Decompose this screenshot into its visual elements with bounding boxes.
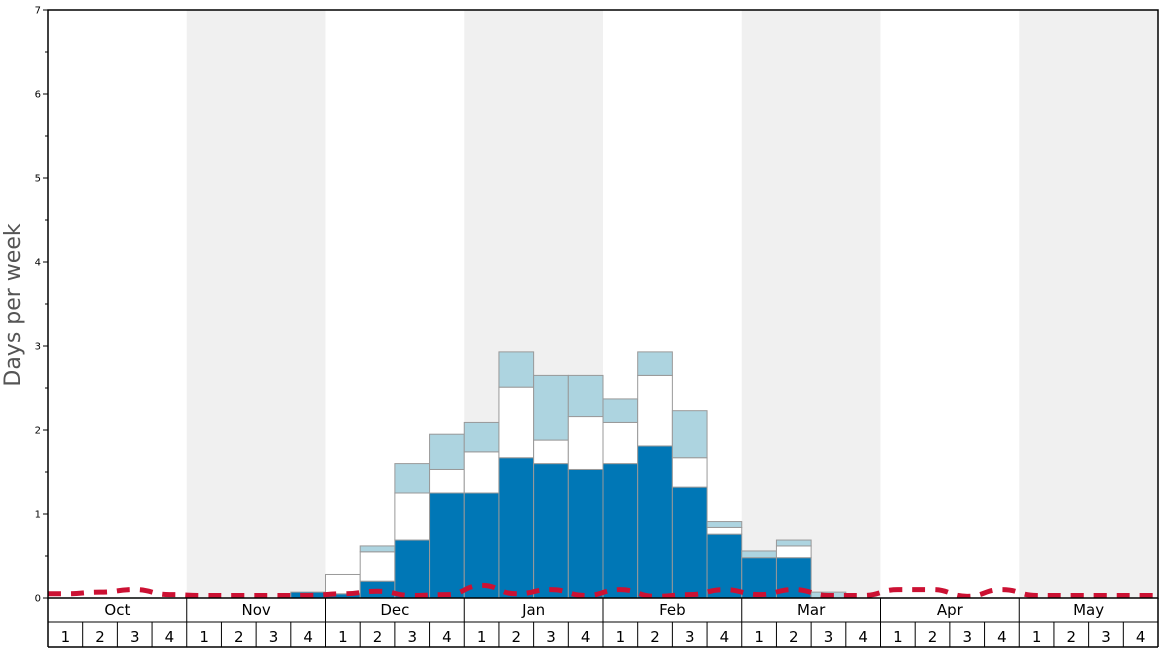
bar-segment-2-week-17 [602, 421, 639, 465]
month-shade-mar [741, 10, 881, 598]
week-label-6: 2 [234, 628, 244, 646]
week-label-11: 3 [407, 628, 417, 646]
bar-segment-3-week-14 [498, 351, 535, 388]
week-label-26: 2 [928, 628, 938, 646]
week-label-29: 1 [1032, 628, 1042, 646]
bar-segment-3-week-21 [741, 550, 777, 559]
month-shade-may [1019, 10, 1158, 598]
week-label-19: 3 [685, 628, 695, 646]
y-tick-label-5: 5 [35, 174, 41, 185]
bar-segment-2-week-15 [533, 439, 569, 465]
week-label-10: 2 [373, 628, 383, 646]
bar-segment-1-week-18 [637, 445, 673, 599]
y-tick-label-1: 1 [35, 510, 41, 521]
bar-segment-2-week-18 [637, 374, 673, 447]
y-tick-label-6: 6 [35, 90, 41, 101]
bar-segment-3-week-19 [671, 410, 708, 459]
plot-frame [47, 9, 1159, 599]
dashed-line-series [48, 582, 1158, 599]
bar-segment-2-week-11 [394, 492, 431, 541]
bar-stacks [290, 351, 847, 599]
week-label-31: 3 [1101, 628, 1111, 646]
bar-segment-3-week-10 [359, 545, 396, 553]
bar-segment-1-week-11 [394, 539, 431, 599]
month-label-feb: Feb [659, 601, 686, 619]
y-tick-label-4: 4 [35, 258, 41, 269]
y-axis: 0 1 2 3 4 5 6 7 [35, 6, 48, 605]
week-label-28: 4 [997, 628, 1007, 646]
week-label-17: 1 [616, 628, 626, 646]
bar-segment-1-week-15 [533, 463, 569, 599]
week-label-21: 1 [754, 628, 764, 646]
week-label-24: 4 [858, 628, 868, 646]
week-label-30: 2 [1067, 628, 1077, 646]
bar-segment-1-week-16 [567, 468, 604, 599]
week-label-8: 4 [303, 628, 313, 646]
bar-segment-3-week-12 [429, 433, 465, 470]
week-label-18: 2 [650, 628, 660, 646]
bar-segment-2-week-16 [567, 416, 604, 470]
week-label-3: 3 [130, 628, 140, 646]
bar-segment-3-week-15 [533, 374, 569, 441]
week-label-16: 4 [581, 628, 591, 646]
week-label-22: 2 [789, 628, 799, 646]
bar-segment-1-week-19 [671, 486, 708, 599]
bar-segment-3-week-11 [394, 463, 431, 494]
bar-segment-2-week-20 [706, 526, 743, 535]
week-label-32: 4 [1136, 628, 1146, 646]
bar-segment-2-week-22 [775, 545, 812, 559]
week-label-1: 1 [61, 628, 71, 646]
bar-segment-3-week-17 [602, 398, 639, 423]
week-label-2: 2 [95, 628, 105, 646]
y-tick-label-0: 0 [35, 594, 41, 605]
bar-segment-3-week-13 [463, 421, 500, 453]
y-tick-label-3: 3 [35, 342, 41, 353]
dashed-line-1 [48, 582, 1158, 599]
week-axis: 1 2 3 4 1 2 3 4 1 2 3 4 1 2 3 4 1 2 3 4 1 2 3 4 1 2 3 4 1 2 3 4 [61, 622, 1146, 647]
week-label-20: 4 [720, 628, 730, 646]
week-label-12: 4 [442, 628, 452, 646]
bar-segment-1-week-14 [498, 457, 535, 599]
month-shading [186, 10, 1158, 598]
bar-segment-1-week-17 [602, 463, 639, 599]
bar-segment-2-week-13 [463, 451, 500, 494]
month-label-may: May [1073, 601, 1104, 619]
week-label-27: 3 [962, 628, 972, 646]
bar-segment-2-week-14 [498, 386, 535, 459]
bar-segment-1-week-21 [741, 557, 777, 599]
bar-segment-3-week-22 [775, 539, 812, 547]
week-label-14: 2 [512, 628, 522, 646]
week-label-25: 1 [893, 628, 903, 646]
bar-segment-1-week-12 [429, 492, 465, 599]
week-label-5: 1 [199, 628, 209, 646]
bar-segment-2-week-12 [429, 468, 465, 494]
week-label-9: 1 [338, 628, 348, 646]
month-label-oct: Oct [104, 601, 130, 619]
bar-segment-1-week-13 [463, 492, 500, 599]
month-label-mar: Mar [797, 601, 826, 619]
month-shade-nov [186, 10, 326, 598]
y-axis-label: Days per week [1, 223, 26, 386]
bar-segment-3-week-18 [637, 351, 673, 376]
week-label-4: 4 [165, 628, 175, 646]
bar-segment-2-week-19 [671, 457, 708, 488]
week-label-23: 3 [824, 628, 834, 646]
week-label-13: 1 [477, 628, 487, 646]
week-label-15: 3 [546, 628, 556, 646]
y-tick-label-7: 7 [35, 6, 41, 17]
month-label-nov: Nov [241, 601, 270, 619]
bar-segment-2-week-10 [359, 551, 396, 582]
y-tick-label-2: 2 [35, 426, 41, 437]
month-label-jan: Jan [521, 601, 545, 619]
week-label-7: 3 [269, 628, 279, 646]
month-label-apr: Apr [937, 601, 964, 619]
month-label-dec: Dec [380, 601, 409, 619]
bar-segment-3-week-16 [567, 374, 604, 418]
bar-segment-3-week-20 [706, 521, 743, 528]
